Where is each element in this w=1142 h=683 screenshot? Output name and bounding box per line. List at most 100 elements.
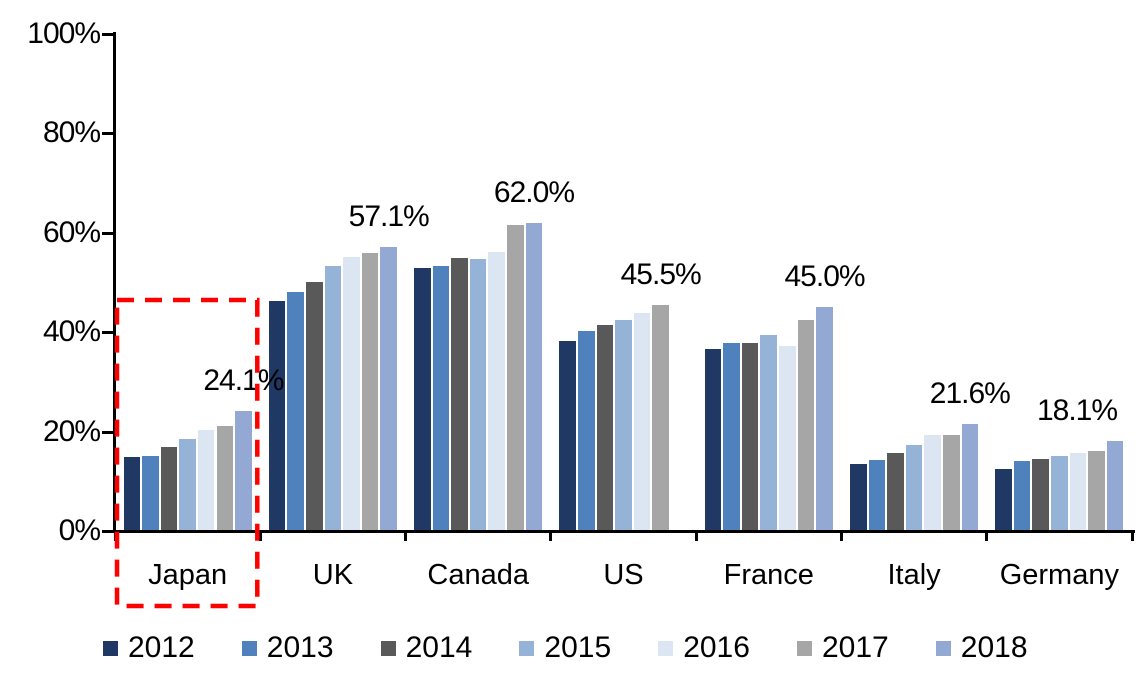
bar-italy-2013 bbox=[868, 460, 886, 531]
legend-label: 2015 bbox=[544, 631, 612, 664]
x-tickmark bbox=[258, 532, 262, 541]
legend-label: 2013 bbox=[266, 631, 334, 664]
bar-france-2017 bbox=[797, 320, 815, 531]
bar-france-2014 bbox=[741, 343, 759, 531]
bar-germany-2012 bbox=[995, 468, 1012, 531]
data-label-germany: 18.1% bbox=[1036, 394, 1118, 428]
x-tickmark bbox=[839, 532, 843, 541]
data-label-us: 45.5% bbox=[620, 257, 702, 291]
bar-us-2015 bbox=[615, 319, 632, 531]
bar-germany-2018 bbox=[1106, 441, 1124, 531]
legend-item-2018: 2018 bbox=[935, 631, 1028, 665]
bar-us-2016 bbox=[633, 313, 651, 531]
bar-france-2012 bbox=[704, 349, 722, 531]
bar-uk-2013 bbox=[287, 292, 304, 531]
category-label-us: US bbox=[603, 559, 644, 591]
legend-item-2016: 2016 bbox=[658, 631, 750, 665]
data-label-uk: 57.1% bbox=[348, 200, 430, 234]
y-tickmark bbox=[102, 430, 114, 434]
y-tickmark bbox=[102, 530, 114, 533]
bar-germany-2013 bbox=[1013, 461, 1031, 531]
legend-item-2012: 2012 bbox=[103, 631, 195, 665]
data-label-france: 45.0% bbox=[784, 260, 865, 294]
bar-france-2016 bbox=[779, 345, 796, 531]
bar-canada-2016 bbox=[488, 251, 506, 531]
y-tickmark bbox=[102, 33, 114, 36]
y-axis-line bbox=[113, 32, 116, 533]
legend-swatch-2017 bbox=[797, 640, 812, 656]
x-tickmark bbox=[113, 532, 117, 541]
x-tickmark bbox=[404, 532, 408, 541]
legend-item-2014: 2014 bbox=[380, 631, 473, 665]
legend-swatch-2018 bbox=[935, 640, 951, 656]
category-label-uk: UK bbox=[312, 559, 354, 591]
bar-canada-2013 bbox=[432, 265, 450, 531]
bar-uk-2012 bbox=[268, 300, 286, 531]
legend-swatch-2014 bbox=[380, 640, 396, 656]
bar-france-2013 bbox=[723, 342, 740, 531]
legend-label: 2012 bbox=[128, 631, 195, 664]
bar-italy-2016 bbox=[924, 435, 941, 531]
bar-uk-2017 bbox=[361, 253, 379, 531]
category-label-japan: Japan bbox=[148, 559, 228, 591]
bar-us-2017 bbox=[652, 304, 669, 531]
bar-italy-2014 bbox=[887, 453, 904, 531]
bar-uk-2015 bbox=[324, 265, 342, 531]
y-tickmark bbox=[102, 231, 114, 235]
legend-label: 2017 bbox=[822, 631, 889, 664]
bar-canada-2012 bbox=[414, 267, 431, 531]
legend-swatch-2016 bbox=[658, 640, 674, 656]
category-label-italy: Italy bbox=[887, 559, 941, 591]
legend-item-2017: 2017 bbox=[797, 631, 889, 665]
x-tickmark bbox=[694, 532, 698, 541]
y-tickmark bbox=[102, 331, 114, 335]
bar-canada-2017 bbox=[507, 224, 524, 531]
data-label-italy: 21.6% bbox=[929, 376, 1011, 410]
bar-us-2013 bbox=[577, 331, 595, 531]
bar-germany-2016 bbox=[1069, 453, 1087, 531]
data-label-japan: 24.1% bbox=[203, 364, 284, 398]
x-axis-line bbox=[113, 530, 1135, 533]
y-tick-label: 80% bbox=[42, 116, 101, 150]
bar-canada-2014 bbox=[451, 258, 468, 531]
y-tick-label: 40% bbox=[42, 315, 101, 349]
bar-uk-2016 bbox=[343, 257, 360, 531]
bar-italy-2012 bbox=[849, 463, 867, 531]
x-tickmark bbox=[549, 532, 553, 541]
category-label-canada: Canada bbox=[427, 559, 529, 591]
y-tickmark bbox=[102, 132, 114, 136]
bar-germany-2015 bbox=[1051, 455, 1068, 531]
y-tick-label: 60% bbox=[42, 215, 101, 249]
x-tickmark bbox=[985, 532, 989, 541]
bar-japan-2013 bbox=[142, 456, 159, 531]
legend-label: 2014 bbox=[405, 631, 473, 664]
bar-japan-2014 bbox=[160, 447, 178, 531]
bar-germany-2017 bbox=[1088, 451, 1105, 531]
category-label-france: France bbox=[723, 559, 814, 591]
bar-japan-2012 bbox=[123, 456, 141, 531]
bar-italy-2017 bbox=[942, 434, 960, 531]
bar-germany-2014 bbox=[1032, 458, 1049, 531]
bar-canada-2018 bbox=[525, 222, 543, 531]
category-label-germany: Germany bbox=[999, 559, 1119, 591]
bar-japan-2017 bbox=[216, 425, 234, 531]
bar-italy-2018 bbox=[961, 423, 979, 531]
bar-us-2014 bbox=[596, 325, 614, 531]
y-tick-label: 20% bbox=[42, 414, 101, 448]
bar-france-2018 bbox=[816, 307, 833, 531]
legend-item-2015: 2015 bbox=[519, 631, 611, 665]
bar-uk-2014 bbox=[305, 282, 323, 531]
bar-japan-2018 bbox=[235, 411, 252, 531]
x-tickmark bbox=[1130, 532, 1134, 541]
bar-canada-2015 bbox=[469, 259, 487, 531]
y-tick-label: 0% bbox=[58, 514, 101, 547]
legend-swatch-2012 bbox=[103, 640, 118, 656]
bar-us-2012 bbox=[559, 340, 576, 531]
bar-uk-2018 bbox=[380, 247, 397, 531]
legend-swatch-2013 bbox=[241, 640, 257, 656]
y-tick-label: 100% bbox=[27, 17, 101, 50]
legend-swatch-2015 bbox=[519, 640, 535, 656]
legend-item-2013: 2013 bbox=[241, 631, 334, 665]
bar-japan-2015 bbox=[179, 439, 196, 531]
